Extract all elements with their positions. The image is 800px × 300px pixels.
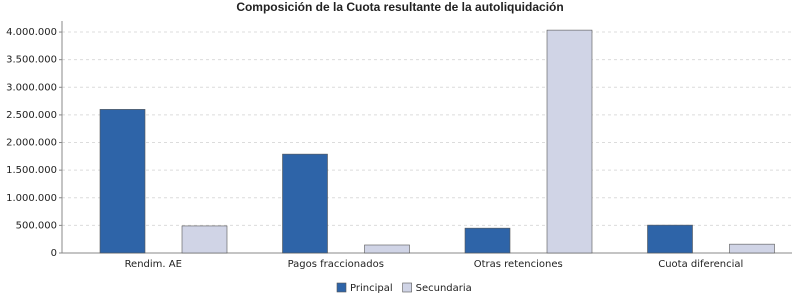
x-tick-label: Rendim. AE <box>125 259 182 270</box>
y-tick-label: 2.000.000 <box>6 138 57 149</box>
bar <box>99 109 146 254</box>
x-tick-label: Cuota diferencial <box>658 259 743 270</box>
y-tick-label: 2.500.000 <box>6 110 57 121</box>
bar <box>647 224 693 254</box>
bar <box>181 225 228 254</box>
bar <box>364 244 410 254</box>
bar <box>464 227 511 254</box>
bar <box>729 243 775 254</box>
y-tick-label: 3.000.000 <box>6 82 57 93</box>
legend-label: Principal <box>350 283 393 294</box>
legend-swatch <box>402 282 412 293</box>
y-tick-label: 4.000.000 <box>6 27 57 38</box>
legend-swatch <box>336 282 347 293</box>
x-tick-label: Otras retenciones <box>474 259 563 270</box>
legend-label: Secundaria <box>416 283 472 294</box>
chart-title: Composición de la Cuota resultante de la… <box>236 0 563 14</box>
bar <box>546 29 593 254</box>
y-tick-label: 0 <box>51 248 57 259</box>
bar <box>282 153 328 254</box>
y-tick-label: 3.500.000 <box>6 55 57 66</box>
y-tick-label: 1.000.000 <box>6 193 57 204</box>
x-tick-label: Pagos fraccionados <box>288 259 384 270</box>
y-tick-label: 1.500.000 <box>6 165 57 176</box>
y-tick-label: 500.000 <box>16 220 57 231</box>
